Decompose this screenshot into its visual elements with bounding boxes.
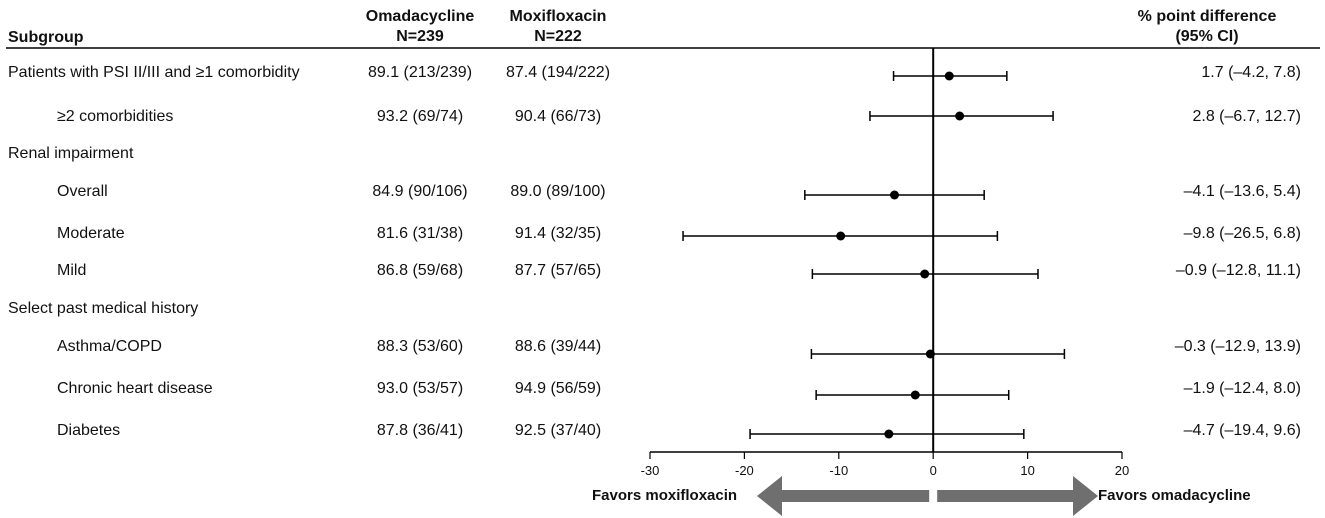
header-omadacycline-n: N=239 xyxy=(396,28,444,45)
estimate-point xyxy=(925,349,935,359)
row-label: Moderate xyxy=(57,225,125,242)
header-difference-ci: (95% CI) xyxy=(1175,28,1239,45)
header-moxifloxacin-name: Moxifloxacin xyxy=(509,8,607,25)
estimate-point xyxy=(889,190,899,200)
omadacycline-value: 87.8 (36/41) xyxy=(376,422,464,439)
omadacycline-value: 93.2 (69/74) xyxy=(376,108,464,125)
difference-value: –0.3 (–12.9, 13.9) xyxy=(1174,338,1301,355)
favors-omadacycline-label: Favors omadacycline xyxy=(1098,487,1251,504)
header-moxifloxacin-n: N=222 xyxy=(534,28,582,45)
favors-omadacycline-arrow xyxy=(937,476,1098,516)
estimate-point xyxy=(944,71,954,81)
moxifloxacin-value: 87.7 (57/65) xyxy=(514,262,602,279)
x-tick-label: 10 xyxy=(1020,463,1034,478)
omadacycline-value: 93.0 (53/57) xyxy=(376,380,464,397)
row-label: Mild xyxy=(57,262,87,279)
difference-value: –4.7 (–19.4, 9.6) xyxy=(1183,422,1301,439)
difference-value: –4.1 (–13.6, 5.4) xyxy=(1183,183,1301,200)
header-moxifloxacin: Moxifloxacin N=222 xyxy=(478,7,638,47)
row-label: Chronic heart disease xyxy=(57,380,213,397)
estimate-point xyxy=(920,269,930,279)
row-label: Patients with PSI II/III and ≥1 comorbid… xyxy=(8,64,300,81)
row-label: Select past medical history xyxy=(8,300,199,317)
omadacycline-value: 88.3 (53/60) xyxy=(376,338,464,355)
difference-value: –1.9 (–12.4, 8.0) xyxy=(1183,380,1301,397)
estimate-point xyxy=(910,390,920,400)
difference-value: –0.9 (–12.8, 11.1) xyxy=(1175,262,1301,279)
row-label: Asthma/COPD xyxy=(57,338,162,355)
header-difference: % point difference (95% CI) xyxy=(1107,7,1307,47)
moxifloxacin-value: 92.5 (37/40) xyxy=(514,422,602,439)
moxifloxacin-value: 87.4 (194/222) xyxy=(505,64,611,81)
row-label: Overall xyxy=(57,183,108,200)
row-label: ≥2 comorbidities xyxy=(57,108,174,125)
x-tick-label: 0 xyxy=(930,463,937,478)
moxifloxacin-value: 91.4 (32/35) xyxy=(514,225,602,242)
omadacycline-value: 89.1 (213/239) xyxy=(367,64,473,81)
estimate-point xyxy=(836,231,846,241)
difference-value: 2.8 (–6.7, 12.7) xyxy=(1192,108,1301,125)
header-difference-title: % point difference xyxy=(1137,8,1277,25)
x-tick-label: -30 xyxy=(641,463,660,478)
moxifloxacin-value: 88.6 (39/44) xyxy=(514,338,602,355)
omadacycline-value: 84.9 (90/106) xyxy=(372,183,468,200)
difference-value: 1.7 (–4.2, 7.8) xyxy=(1201,64,1301,81)
x-tick-label: -10 xyxy=(829,463,848,478)
moxifloxacin-value: 89.0 (89/100) xyxy=(510,183,606,200)
x-tick-label: 20 xyxy=(1115,463,1129,478)
omadacycline-value: 86.8 (59/68) xyxy=(376,262,464,279)
row-label: Renal impairment xyxy=(8,145,134,162)
moxifloxacin-value: 94.9 (56/59) xyxy=(514,380,602,397)
moxifloxacin-value: 90.4 (66/73) xyxy=(514,108,602,125)
estimate-point xyxy=(955,111,965,121)
omadacycline-value: 81.6 (31/38) xyxy=(376,225,464,242)
header-subgroup: Subgroup xyxy=(8,29,84,46)
row-label: Diabetes xyxy=(57,422,121,439)
favors-moxifloxacin-arrow xyxy=(757,476,930,516)
favors-moxifloxacin-label: Favors moxifloxacin xyxy=(592,487,738,504)
x-tick-label: -20 xyxy=(735,463,754,478)
difference-value: –9.8 (–26.5, 6.8) xyxy=(1183,225,1301,242)
header-omadacycline-name: Omadacycline xyxy=(365,8,475,25)
estimate-point xyxy=(884,429,894,439)
header-omadacycline: Omadacycline N=239 xyxy=(340,7,500,47)
